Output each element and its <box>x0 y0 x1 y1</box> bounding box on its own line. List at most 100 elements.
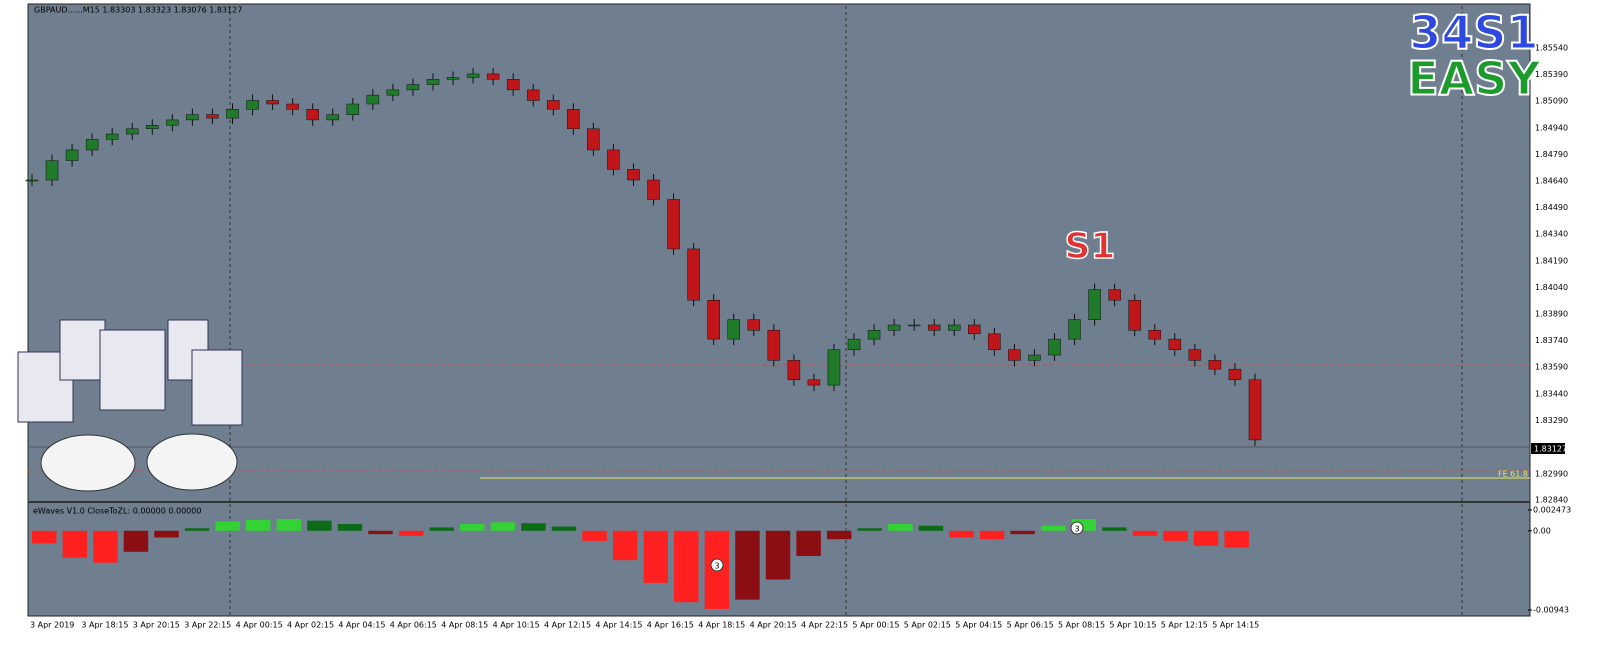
candle <box>1248 379 1262 441</box>
histogram-bar <box>765 530 791 580</box>
histogram-bar <box>337 524 363 531</box>
time-label: 5 Apr 14:15 <box>1212 621 1259 630</box>
price-label: 1.84040 <box>1535 283 1568 292</box>
indicator-tick-label: 0.002473 <box>1533 506 1571 515</box>
candle <box>166 119 179 126</box>
time-label: 5 Apr 08:15 <box>1058 621 1105 630</box>
candle <box>968 324 981 335</box>
histogram-bar <box>398 530 424 536</box>
indicator-tick-label: -0.00943 <box>1533 606 1569 615</box>
candle <box>246 100 259 110</box>
price-label: 1.83890 <box>1535 310 1568 319</box>
symbol-info: GBPAUD......M15 1.83303 1.83323 1.83076 … <box>34 6 242 15</box>
histogram-bar <box>123 530 149 552</box>
candle <box>1028 354 1041 361</box>
price-label: 1.84340 <box>1535 230 1568 239</box>
candle <box>1228 368 1242 381</box>
time-label: 4 Apr 00:15 <box>236 621 283 630</box>
chart-area <box>27 3 1531 617</box>
candle <box>186 114 199 121</box>
candle <box>266 100 279 105</box>
price-label: 1.82840 <box>1535 496 1568 505</box>
candle <box>747 319 761 331</box>
price-label: 1.85390 <box>1535 70 1568 79</box>
candle <box>206 114 219 119</box>
time-label: 4 Apr 12:15 <box>544 621 591 630</box>
candle <box>105 133 119 140</box>
histogram-bar <box>888 524 913 531</box>
histogram-bar <box>1071 519 1097 531</box>
histogram-bar <box>1102 527 1127 531</box>
time-label: 5 Apr 10:15 <box>1109 621 1156 630</box>
candle <box>146 124 159 130</box>
price-label: 1.83590 <box>1535 363 1568 372</box>
disc <box>40 434 136 492</box>
histogram-bar <box>918 525 944 531</box>
logo-top: 34S1 <box>1409 6 1538 60</box>
time-label: 4 Apr 02:15 <box>287 621 334 630</box>
book <box>59 319 106 381</box>
histogram-bar <box>796 530 821 556</box>
product-image <box>17 319 243 492</box>
histogram-bar <box>857 528 882 531</box>
histogram-bar <box>1193 530 1219 546</box>
candle <box>667 199 680 250</box>
histogram-bar <box>826 530 852 540</box>
candle <box>787 360 801 381</box>
candle <box>587 128 600 151</box>
candle <box>607 149 620 170</box>
histogram-bar <box>1132 530 1158 536</box>
candle <box>486 73 500 80</box>
candle <box>1008 349 1021 361</box>
candle <box>466 73 480 78</box>
candle <box>286 103 299 110</box>
time-label: 3 Apr 18:15 <box>81 621 128 630</box>
time-label: 3 Apr 20:15 <box>133 621 180 630</box>
current-price-tag <box>1531 443 1565 454</box>
candle <box>1208 360 1222 370</box>
logo-bottom: EASY <box>1407 52 1541 106</box>
price-label: 1.84640 <box>1535 177 1568 186</box>
book <box>191 349 243 426</box>
histogram-bar <box>246 519 271 531</box>
candle <box>1168 338 1182 350</box>
candle <box>687 248 700 301</box>
histogram-bar <box>1010 530 1035 535</box>
time-label: 4 Apr 08:15 <box>441 621 488 630</box>
candle <box>1108 289 1121 301</box>
indicator-label: eWaves V1.0 CloseToZL: 0.00000 0.00000 <box>33 507 201 516</box>
candle <box>1188 349 1202 361</box>
fe-label: FE 61.8 <box>1498 470 1528 479</box>
histogram-bar <box>215 521 240 531</box>
candle <box>426 79 440 85</box>
candle <box>567 109 580 130</box>
candle <box>306 109 319 121</box>
time-label: 4 Apr 04:15 <box>338 621 385 630</box>
histogram-bar <box>460 524 485 531</box>
time-label: 3 Apr 22:15 <box>184 621 231 630</box>
histogram-bar <box>582 530 607 541</box>
price-label: 1.82990 <box>1535 470 1568 479</box>
signal-label: S1 <box>1065 226 1116 267</box>
histogram-bar <box>612 530 638 561</box>
time-label: 5 Apr 12:15 <box>1161 621 1208 630</box>
candle <box>25 179 39 182</box>
candle <box>907 324 921 327</box>
candle <box>85 139 99 151</box>
candle <box>526 89 540 101</box>
book <box>99 329 166 411</box>
candle <box>366 94 380 105</box>
time-label: 5 Apr 02:15 <box>904 621 951 630</box>
time-label: 4 Apr 20:15 <box>750 621 797 630</box>
candle <box>1068 319 1081 340</box>
histogram-bar <box>429 527 454 531</box>
histogram-bar <box>1163 530 1188 541</box>
candle <box>887 324 901 331</box>
indicator-tick-label: 0.00 <box>1533 526 1551 535</box>
price-label: 1.84190 <box>1535 256 1568 265</box>
candle <box>807 379 821 386</box>
histogram-bar <box>276 519 302 531</box>
candle <box>867 330 881 340</box>
candle <box>988 333 1001 350</box>
